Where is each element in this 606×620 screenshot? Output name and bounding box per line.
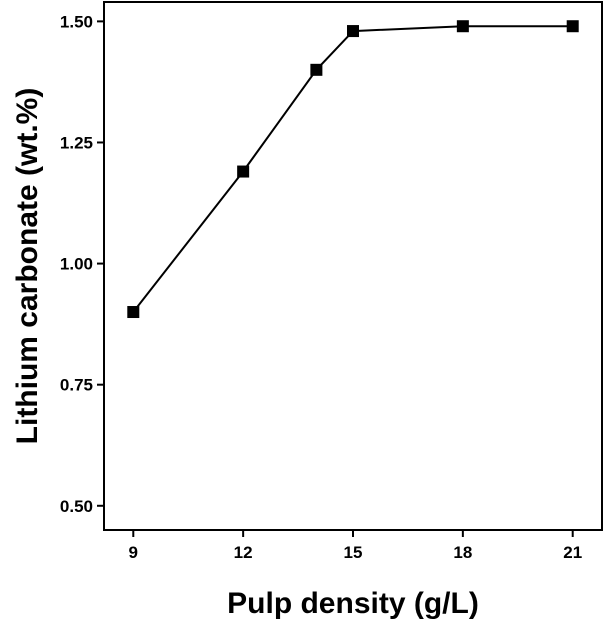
x-tick-label: 21 (563, 543, 582, 562)
y-axis-ticks: 0.50 0.75 1.00 1.25 1.50 (60, 12, 104, 516)
y-tick-label: 1.00 (60, 255, 93, 274)
data-point-marker (347, 25, 359, 38)
data-point-marker (127, 306, 140, 319)
data-point-marker (456, 20, 469, 33)
y-tick-label: 1.50 (60, 12, 93, 31)
x-axis-title: Pulp density (g/L) (227, 587, 479, 620)
x-tick-label: 15 (344, 543, 363, 562)
series-line-group (132, 25, 573, 313)
series-line (132, 25, 573, 313)
x-tick-label: 18 (453, 543, 472, 562)
plot-frame (103, 1, 603, 531)
data-point-marker (566, 20, 579, 33)
y-axis-title: Lithium carbonate (wt.%) (11, 88, 44, 445)
y-tick-label: 0.75 (60, 376, 93, 395)
data-point-marker (237, 165, 250, 178)
x-tick-label: 9 (129, 543, 138, 562)
y-tick-label: 1.25 (60, 133, 93, 152)
x-axis-ticks: 9 12 15 18 21 (129, 530, 582, 562)
series-markers-group (127, 20, 579, 319)
data-point-marker (310, 63, 323, 76)
y-tick-label: 0.50 (60, 497, 93, 516)
x-tick-label: 12 (234, 543, 253, 562)
